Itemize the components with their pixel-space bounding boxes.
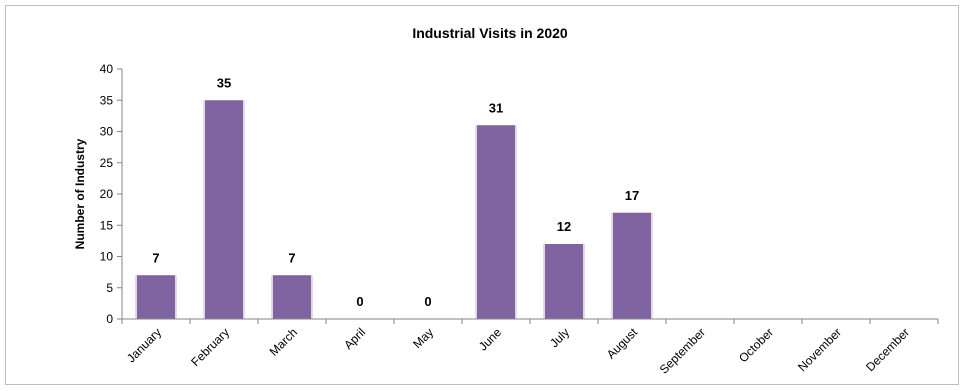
data-label: 0 [424,294,431,309]
y-tick-label: 15 [100,218,114,232]
data-label: 35 [217,75,231,90]
chart-title: Industrial Visits in 2020 [412,25,568,41]
x-tick-label: November [795,325,844,374]
x-tick-label: August [604,325,641,362]
x-tick-label: September [657,325,708,376]
bar [136,275,176,319]
y-tick-label: 5 [106,281,113,295]
y-tick-label: 10 [100,250,114,264]
x-tick-label: May [410,325,436,351]
x-tick-label: December [863,325,912,374]
data-label: 0 [356,294,363,309]
y-axis-label: Number of Industry [73,138,87,249]
data-label: 7 [152,250,159,265]
y-tick-label: 30 [100,125,114,139]
y-tick-label: 0 [106,312,113,326]
bar [544,244,584,319]
y-tick-label: 20 [100,187,114,201]
x-tick-label: April [341,325,368,352]
y-axis: 0 5 10 15 20 25 30 35 40 [100,62,123,326]
data-label: 31 [489,100,503,115]
x-tick-label: February [188,325,232,369]
x-axis: January February March April May June July Augu… [121,318,939,377]
bar [272,275,312,319]
bar-series [134,100,654,319]
y-tick-label: 25 [100,156,114,170]
x-tick-label: October [736,325,776,365]
data-label: 17 [625,188,639,203]
bar [612,212,652,319]
x-tick-label: March [267,325,300,358]
data-label: 12 [557,219,571,234]
y-tick-label: 35 [100,93,114,107]
data-labels: 7 35 7 0 0 31 12 17 [152,75,639,309]
x-tick-label: July [547,325,572,350]
data-label: 7 [288,250,295,265]
bar [204,100,244,319]
bar [476,125,516,319]
x-tick-label: June [476,325,505,354]
y-tick-label: 40 [100,62,114,76]
x-tick-label: January [124,325,164,365]
